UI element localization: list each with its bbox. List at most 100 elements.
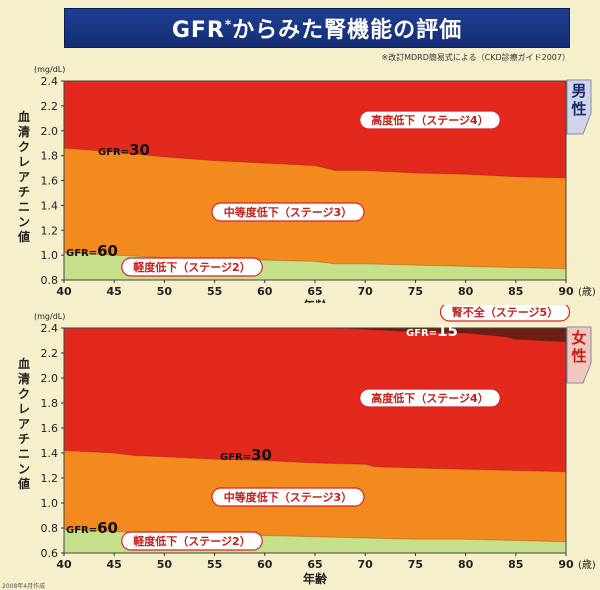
y-tick-label: 2.2 <box>41 100 59 113</box>
male-chart-panel: 0.8 1.0 1.2 1.4 1.6 1.8 2.0 2.2 2.4 (mg/dL) 40 45 50… <box>0 58 600 313</box>
male-chart: 0.8 1.0 1.2 1.4 1.6 1.8 2.0 2.2 2.4(mg/dL) 40 45 50… <box>17 65 596 313</box>
sex-label-char: 性 <box>571 100 586 118</box>
zone-label: 軽度低下（ステージ2） <box>133 260 250 274</box>
x-tick-label: 90 <box>558 558 574 571</box>
series-label-prefix: GFR= <box>220 452 251 463</box>
series-line-gfr-30 <box>63 450 567 473</box>
x-tick-label: 75 <box>408 558 423 571</box>
x-tick-label: 80 <box>458 558 474 571</box>
x-unit-label: (歳) <box>578 286 596 298</box>
y-axis-title-char: ク <box>18 140 30 154</box>
y-axis-title-char: ン <box>18 462 30 476</box>
y-axis-title-char: レ <box>18 155 30 169</box>
y-axis-title-char: 値 <box>17 229 30 244</box>
y-axis-title-char: 値 <box>17 476 30 491</box>
sex-label: 女性 <box>571 329 586 365</box>
series-label-value: 60 <box>97 242 118 260</box>
x-tick-label: 55 <box>207 285 222 298</box>
x-tick-label: 50 <box>157 285 173 298</box>
x-tick-label: 85 <box>508 285 523 298</box>
female-chart-panel: 0.6 0.8 1.0 1.2 1.4 1.6 1.8 2.0 2.2 2.4 (mg/dL) 40 4… <box>0 302 600 586</box>
series-label-value: 60 <box>97 519 118 537</box>
sex-label: 男性 <box>571 82 586 118</box>
x-tick-label: 60 <box>257 558 273 571</box>
series-label: GFR=30 <box>98 141 150 159</box>
y-tick-label: 1.8 <box>41 397 59 410</box>
x-tick-label: 85 <box>508 558 523 571</box>
zone-label-pill <box>121 257 263 277</box>
y-tick-label: 1.8 <box>41 150 59 163</box>
zone-label: 高度低下（ステージ4） <box>371 113 488 127</box>
y-axis-title-char: ニ <box>18 447 30 461</box>
x-tick-label: 75 <box>408 285 423 298</box>
y-tick-label: 1.2 <box>41 224 59 237</box>
y-axis-title-char: チ <box>18 432 30 446</box>
y-tick-label: 1.0 <box>41 249 59 262</box>
y-tick-label: 1.4 <box>41 447 59 460</box>
series-line-gfr-30 <box>63 147 567 179</box>
series-label-value: 30 <box>129 141 150 159</box>
x-tick-label: 40 <box>56 558 72 571</box>
failure-zone-area <box>335 328 566 342</box>
y-tick-label: 2.4 <box>41 322 59 335</box>
y-tick-label: 0.8 <box>41 274 59 287</box>
x-unit-label: (歳) <box>578 559 596 571</box>
x-tick-label: 45 <box>107 285 122 298</box>
series-label-prefix: GFR= <box>406 328 437 339</box>
y-axis-title-char: 血 <box>18 356 30 371</box>
y-axis-title-char: チ <box>18 185 30 199</box>
sex-tab <box>566 326 592 384</box>
series-label-prefix: GFR= <box>66 525 97 536</box>
series-line-gfr-15 <box>335 327 567 343</box>
y-axis-title-char: 清 <box>18 124 30 139</box>
y-axis-title: 血清クレアチニン値 <box>17 356 30 491</box>
y-unit-label: (mg/dL) <box>34 312 65 321</box>
series-label-prefix: GFR= <box>66 248 97 259</box>
x-axis-title: 年齢 <box>303 298 328 303</box>
zone-label: 中等度低下（ステージ3） <box>224 205 352 219</box>
y-tick-label: 1.2 <box>41 472 59 485</box>
sex-label-char: 女 <box>571 329 586 347</box>
x-tick-label: 50 <box>157 558 173 571</box>
x-tick-label: 60 <box>257 285 273 298</box>
x-tick-label: 55 <box>207 558 222 571</box>
y-axis-title-char: ク <box>18 387 30 401</box>
sex-label-char: 性 <box>571 347 586 365</box>
series-label: GFR=60 <box>66 242 118 260</box>
title-banner: GFR*からみた腎機能の評価 <box>64 8 570 48</box>
x-tick-label: 40 <box>56 285 72 298</box>
y-tick-label: 2.0 <box>41 372 59 385</box>
series-label: GFR=60 <box>66 519 118 537</box>
zone-label: 軽度低下（ステージ2） <box>133 534 250 548</box>
zone-label: 腎不全（ステージ5） <box>452 305 558 319</box>
series-label-prefix: GFR= <box>98 147 129 158</box>
zone-label-pill <box>359 388 501 408</box>
y-tick-label: 0.8 <box>41 522 59 535</box>
x-tick-label: 70 <box>358 285 374 298</box>
series-label: GFR=30 <box>220 446 272 464</box>
series-line-gfr-60 <box>63 252 567 270</box>
y-tick-label: 2.4 <box>41 75 59 88</box>
x-axis-title: 年齢 <box>303 571 328 585</box>
y-axis-title: 血清クレアチニン値 <box>17 109 30 244</box>
zone-label-pill <box>121 531 263 551</box>
y-axis-title-char: ニ <box>18 200 30 214</box>
y-unit-label: (mg/dL) <box>34 65 65 74</box>
series-label: GFR=15 <box>406 322 458 340</box>
x-tick-label: 45 <box>107 558 122 571</box>
y-tick-label: 1.6 <box>41 422 59 435</box>
zone-label-pill <box>211 202 365 222</box>
x-tick-label: 70 <box>358 558 374 571</box>
y-axis-title-char: 血 <box>18 109 30 124</box>
x-tick-label: 65 <box>307 285 322 298</box>
y-tick-label: 1.0 <box>41 497 59 510</box>
zone-label: 高度低下（ステージ4） <box>371 391 488 405</box>
zone-label-pill <box>211 487 365 507</box>
y-tick-label: 1.6 <box>41 175 59 188</box>
y-tick-label: 2.0 <box>41 125 59 138</box>
y-tick-label: 0.6 <box>41 547 59 560</box>
y-axis-title-char: ン <box>18 215 30 229</box>
x-tick-label: 65 <box>307 558 322 571</box>
y-axis-title-char: ア <box>18 170 30 184</box>
y-tick-label: 2.2 <box>41 347 59 360</box>
